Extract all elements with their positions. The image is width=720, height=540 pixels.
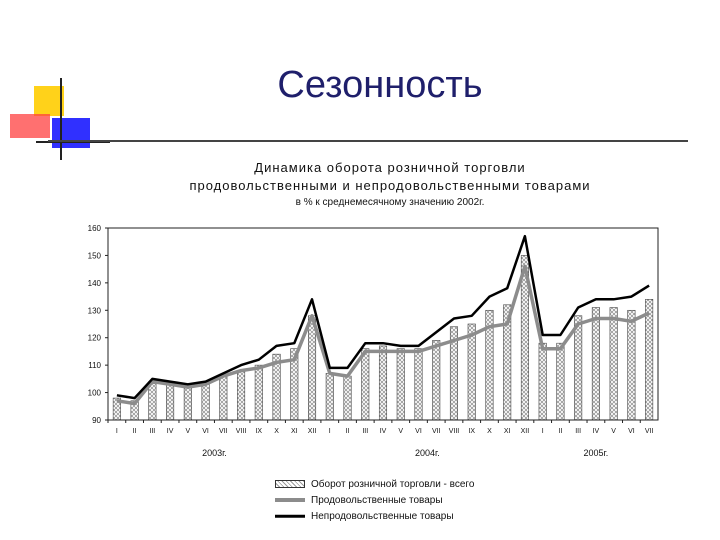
legend-item-food: Продовольственные товары [275, 492, 474, 508]
legend-item-total: Оборот розничной торговли - всего [275, 476, 474, 492]
bar-total [396, 348, 405, 421]
legend-nonfood-line-swatch [275, 511, 305, 521]
x-tick-label: I [116, 428, 118, 435]
x-tick-label: III [575, 428, 581, 435]
x-tick-label: IX [468, 428, 475, 435]
legend-food-line-swatch [275, 495, 305, 505]
x-tick-label: XI [504, 428, 511, 435]
legend-label-total: Оборот розничной торговли - всего [311, 478, 475, 490]
bar-total [343, 375, 352, 421]
x-tick-label: III [149, 428, 155, 435]
bar-total [183, 386, 192, 421]
bar-total [538, 342, 547, 421]
bar-total [237, 370, 246, 421]
x-tick-label: X [487, 428, 492, 435]
x-tick-label: VIII [449, 428, 460, 435]
x-tick-label: IX [255, 428, 262, 435]
x-tick-label: VI [628, 428, 635, 435]
bar-total [645, 299, 654, 421]
legend-label-food: Продовольственные товары [311, 494, 443, 506]
y-tick-label: 150 [88, 251, 102, 260]
bar-total [627, 309, 636, 421]
y-tick-label: 90 [92, 416, 101, 425]
y-tick-label: 160 [88, 224, 102, 233]
x-tick-label: VII [432, 428, 441, 435]
y-tick-label: 100 [88, 389, 102, 398]
x-tick-label: II [133, 428, 137, 435]
x-tick-label: II [558, 428, 562, 435]
bar-total [219, 375, 228, 421]
x-tick-label: VII [219, 428, 228, 435]
legend-label-nonfood: Непродовольственные товары [311, 510, 454, 522]
x-tick-label: V [611, 428, 616, 435]
x-tick-label: IV [167, 428, 174, 435]
legend-bar-swatch [275, 480, 305, 488]
x-tick-label: VI [415, 428, 422, 435]
y-tick-label: 120 [88, 334, 102, 343]
y-tick-label: 110 [88, 361, 101, 370]
x-tick-label: V [186, 428, 191, 435]
x-tick-label: VII [645, 428, 654, 435]
y-tick-label: 140 [88, 279, 102, 288]
bar-total [591, 307, 600, 421]
chart-subtitle: в % к среднемесячному значению 2002г. [295, 197, 485, 208]
year-label: 2005г. [584, 448, 609, 458]
legend-item-nonfood: Непродовольственные товары [275, 508, 474, 524]
x-tick-label: VI [202, 428, 209, 435]
x-tick-label: I [542, 428, 544, 435]
x-tick-label: IV [593, 428, 600, 435]
x-tick-label: XII [521, 428, 530, 435]
x-tick-label: XI [291, 428, 298, 435]
bar-total [556, 342, 565, 421]
year-label: 2004г. [415, 448, 440, 458]
x-tick-label: I [329, 428, 331, 435]
bar-total [361, 348, 370, 421]
year-label: 2003г. [202, 448, 227, 458]
bar-total [467, 323, 476, 421]
bar-total [414, 348, 423, 421]
bar-total [325, 373, 334, 421]
x-tick-label: V [398, 428, 403, 435]
chart-legend: Оборот розничной торговли - всего Продов… [275, 476, 474, 524]
bar-total [166, 384, 175, 421]
chart-title-line2: продовольственными и непродовольственным… [189, 178, 591, 193]
plot-area [107, 227, 659, 421]
bar-total [308, 315, 317, 421]
x-tick-label: IV [380, 428, 387, 435]
slide-title: Сезонность [277, 64, 483, 106]
chart-title-line1: Динамика оборота розничной торговли [254, 160, 526, 175]
x-tick-label: II [346, 428, 350, 435]
bar-total [201, 384, 210, 421]
x-tick-label: VIII [236, 428, 247, 435]
line-nonfood [116, 234, 650, 400]
x-tick-label: X [274, 428, 279, 435]
slide-logo [10, 78, 110, 160]
logo-red-square [10, 114, 50, 138]
bar-total [432, 340, 441, 421]
bar-total [574, 315, 583, 421]
x-tick-label: XII [308, 428, 317, 435]
bar-total [254, 364, 263, 421]
title-divider [48, 140, 688, 142]
logo-yellow-square [34, 86, 64, 116]
y-tick-label: 130 [88, 306, 102, 315]
line-food [116, 264, 650, 406]
bar-total [378, 345, 388, 421]
bar-total [609, 307, 618, 421]
x-tick-label: III [362, 428, 368, 435]
